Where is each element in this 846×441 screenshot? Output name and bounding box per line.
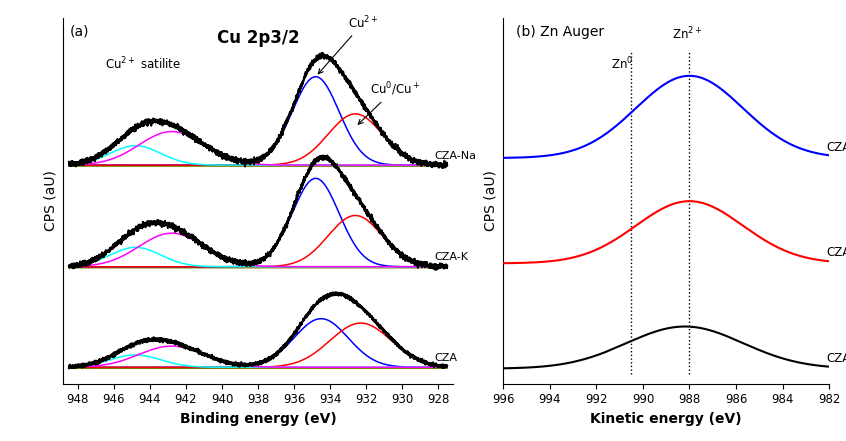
Text: (b) Zn Auger: (b) Zn Auger [516, 25, 605, 39]
Text: (a): (a) [69, 25, 89, 39]
Text: Zn$^{2+}$: Zn$^{2+}$ [673, 26, 703, 43]
Text: Cu$^0$/Cu$^+$: Cu$^0$/Cu$^+$ [358, 80, 420, 124]
Text: Zn$^0$: Zn$^0$ [611, 56, 633, 72]
Text: CZA: CZA [827, 351, 846, 365]
Text: CZA: CZA [435, 353, 458, 363]
Text: CZA-Na: CZA-Na [435, 151, 476, 161]
Y-axis label: CPS (aU): CPS (aU) [484, 170, 497, 231]
Text: Cu$^{2+}$ satilite: Cu$^{2+}$ satilite [105, 56, 181, 72]
Text: CZA-K: CZA-K [827, 247, 846, 259]
X-axis label: Binding energy (eV): Binding energy (eV) [179, 412, 337, 426]
Text: CZA-K: CZA-K [435, 252, 469, 262]
Text: Cu$^{2+}$: Cu$^{2+}$ [318, 14, 379, 74]
Text: CZA-Na: CZA-Na [827, 141, 846, 154]
Text: Cu 2p3/2: Cu 2p3/2 [217, 29, 299, 47]
X-axis label: Kinetic energy (eV): Kinetic energy (eV) [591, 412, 742, 426]
Y-axis label: CPS (aU): CPS (aU) [44, 170, 58, 231]
